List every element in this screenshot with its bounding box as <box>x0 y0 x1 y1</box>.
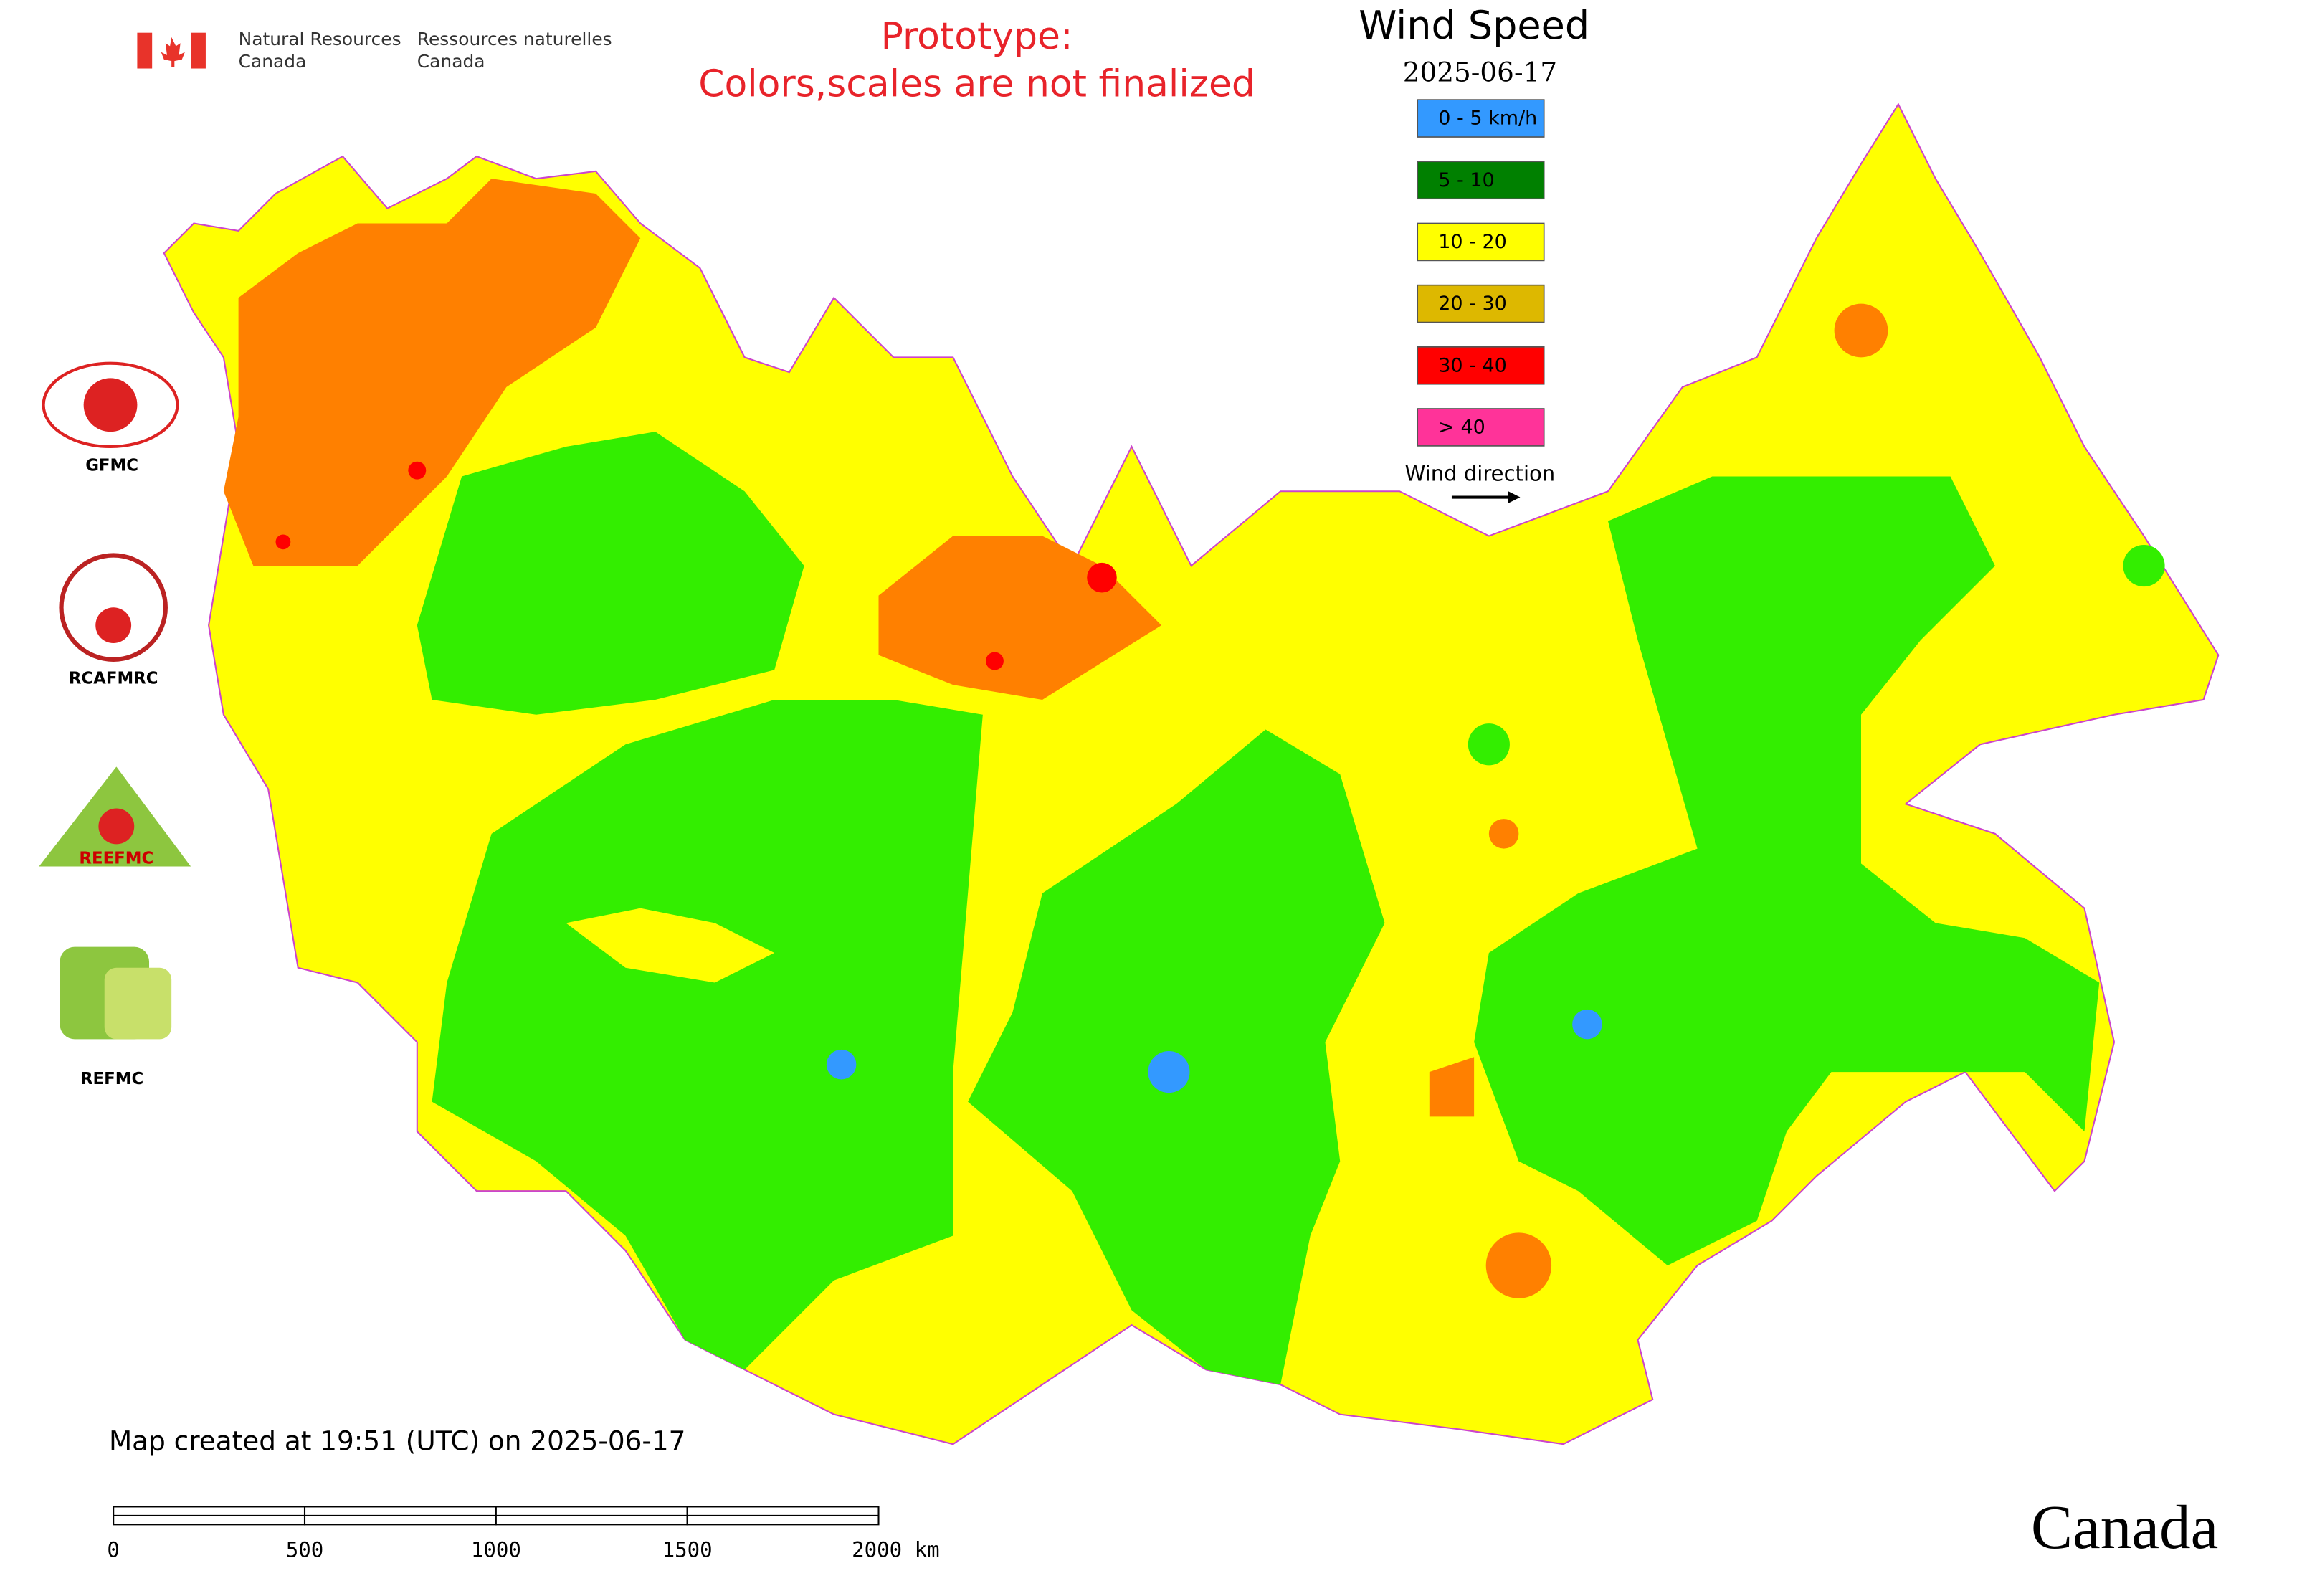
legend-label: 5 - 10 <box>1438 169 1494 191</box>
map-title: Wind Speed <box>1359 3 1589 48</box>
agency-en: Canada <box>239 51 307 72</box>
scale-label: 1500 <box>662 1538 713 1562</box>
scale-label: 2000 km <box>852 1538 939 1562</box>
legend: 0 - 5 km/h 5 - 10 10 - 20 20 - 30 30 - 40 > 4… <box>1417 99 1545 447</box>
notice: Colors,scales are not finalized <box>698 62 1255 105</box>
map-date: 2025-06-17 <box>1403 56 1557 87</box>
legend-swatch <box>1417 161 1545 200</box>
scale-label: 1000 <box>471 1538 521 1562</box>
agency-fr: Canada <box>417 51 485 72</box>
wind-direction-label: Wind direction <box>1405 461 1556 485</box>
land <box>163 103 2220 1445</box>
legend-swatch <box>1417 99 1545 138</box>
legend-swatch <box>1417 284 1545 323</box>
legend-label: 10 - 20 <box>1438 231 1507 253</box>
scale-label: 500 <box>286 1538 324 1562</box>
scale-bar: 0 500 1000 1500 2000 km <box>107 1506 940 1562</box>
logo-refmc <box>60 946 172 1040</box>
logo-reefmc <box>39 766 191 867</box>
agency-fr: Ressources naturelles <box>417 29 612 49</box>
legend-swatch <box>1417 408 1545 447</box>
agency-en: Natural Resources <box>239 29 401 49</box>
logo-label: RCAFMRC <box>69 669 158 688</box>
legend-label: 30 - 40 <box>1438 354 1507 376</box>
scale-label: 0 <box>107 1538 120 1562</box>
legend-label: > 40 <box>1438 416 1485 438</box>
canada-flag <box>137 32 206 69</box>
logo-label: REFMC <box>80 1070 143 1088</box>
legend-label: 0 - 5 km/h <box>1438 108 1537 130</box>
notice: Prototype: <box>881 15 1073 58</box>
logo-gfmc <box>42 361 179 449</box>
created-note: Map created at 19:51 (UTC) on 2025-06-17 <box>109 1425 685 1457</box>
legend-swatch <box>1417 346 1545 385</box>
wind-direction-arrow <box>1451 491 1521 503</box>
legend-swatch <box>1417 222 1545 262</box>
legend-label: 20 - 30 <box>1438 293 1507 315</box>
logo-label: GFMC <box>85 456 138 475</box>
canada-wordmark: Canada <box>2031 1492 2218 1562</box>
logo-rcafmrc <box>59 553 168 662</box>
logo-label: REEFMC <box>79 850 153 868</box>
